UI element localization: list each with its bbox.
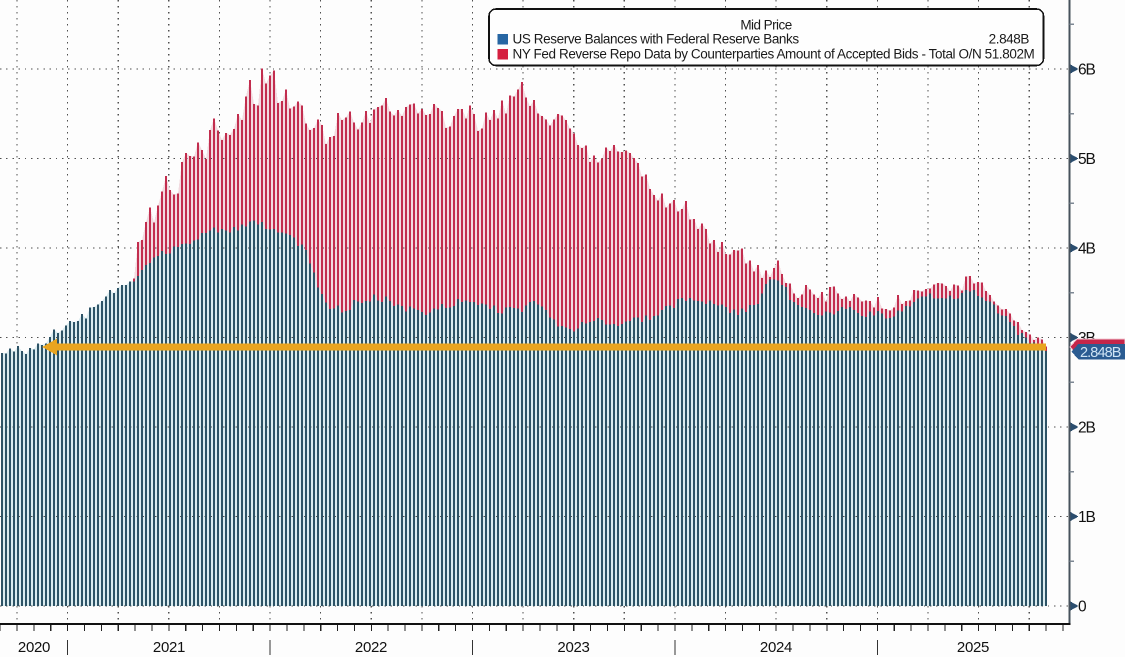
svg-text:2022: 2022 [355,639,387,656]
svg-text:6B: 6B [1078,61,1096,78]
svg-text:US Reserve Balances with Feder: US Reserve Balances with Federal Reserve… [513,32,800,47]
svg-text:2.848B: 2.848B [1080,345,1121,361]
svg-text:1B: 1B [1078,509,1096,526]
svg-text:2021: 2021 [153,639,185,656]
svg-text:2023: 2023 [557,639,589,656]
svg-text:0: 0 [1078,598,1087,615]
svg-text:2024: 2024 [760,639,792,656]
svg-text:2025: 2025 [957,639,989,656]
svg-text:2.848B: 2.848B [989,32,1030,47]
svg-text:5B: 5B [1078,151,1096,168]
svg-text:2B: 2B [1078,419,1096,436]
svg-text:2020: 2020 [18,639,50,656]
svg-text:Mid Price: Mid Price [740,18,791,33]
svg-text:4B: 4B [1078,240,1096,257]
svg-text:NY Fed Reverse Repo Data by Co: NY Fed Reverse Repo Data by Counterparti… [513,47,1035,62]
